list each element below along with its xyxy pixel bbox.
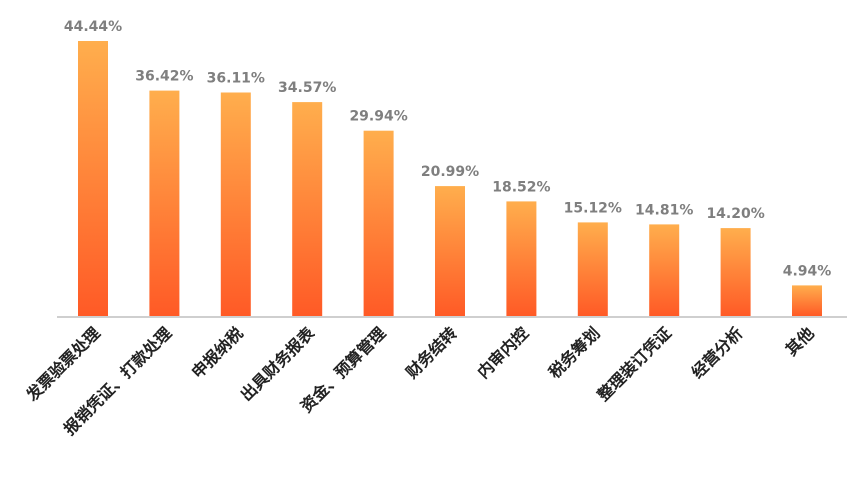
value-label-10: 14.20% (706, 206, 764, 222)
bar-9 (649, 224, 680, 316)
value-label-6: 20.99% (421, 164, 479, 180)
bar-6 (435, 186, 465, 316)
value-label-7: 18.52% (492, 179, 550, 195)
category-label-11: 其他 (782, 323, 818, 359)
value-label-5: 29.94% (349, 109, 407, 125)
value-label-8: 15.12% (564, 200, 622, 216)
value-labels-group: 44.44% 36.42% 36.11% 34.57% 29.94% 20.99% 18.5… (64, 19, 831, 279)
bar-4 (292, 102, 323, 316)
bar-7 (506, 201, 537, 316)
category-label-10: 经营分析 (688, 323, 747, 382)
category-label-6: 财务结转 (401, 323, 460, 382)
bar-11 (792, 285, 822, 316)
bar-5 (363, 130, 394, 316)
category-label-9: 整理装订凭证 (593, 323, 675, 405)
bar-1 (78, 41, 108, 316)
bar-3 (220, 92, 251, 316)
category-label-3: 申报纳税 (188, 323, 247, 382)
bar-8 (577, 222, 608, 316)
value-label-1: 44.44% (64, 19, 122, 35)
value-label-9: 14.81% (635, 202, 693, 218)
value-label-4: 34.57% (278, 80, 336, 96)
category-label-7: 内审内控 (474, 323, 533, 382)
bars-group (78, 41, 822, 316)
value-label-2: 36.42% (135, 69, 193, 85)
bar-10 (720, 228, 751, 316)
value-label-11: 4.94% (783, 263, 832, 279)
value-label-3: 36.11% (207, 71, 265, 87)
bar-2 (149, 90, 180, 316)
category-label-8: 税务筹划 (545, 323, 604, 382)
